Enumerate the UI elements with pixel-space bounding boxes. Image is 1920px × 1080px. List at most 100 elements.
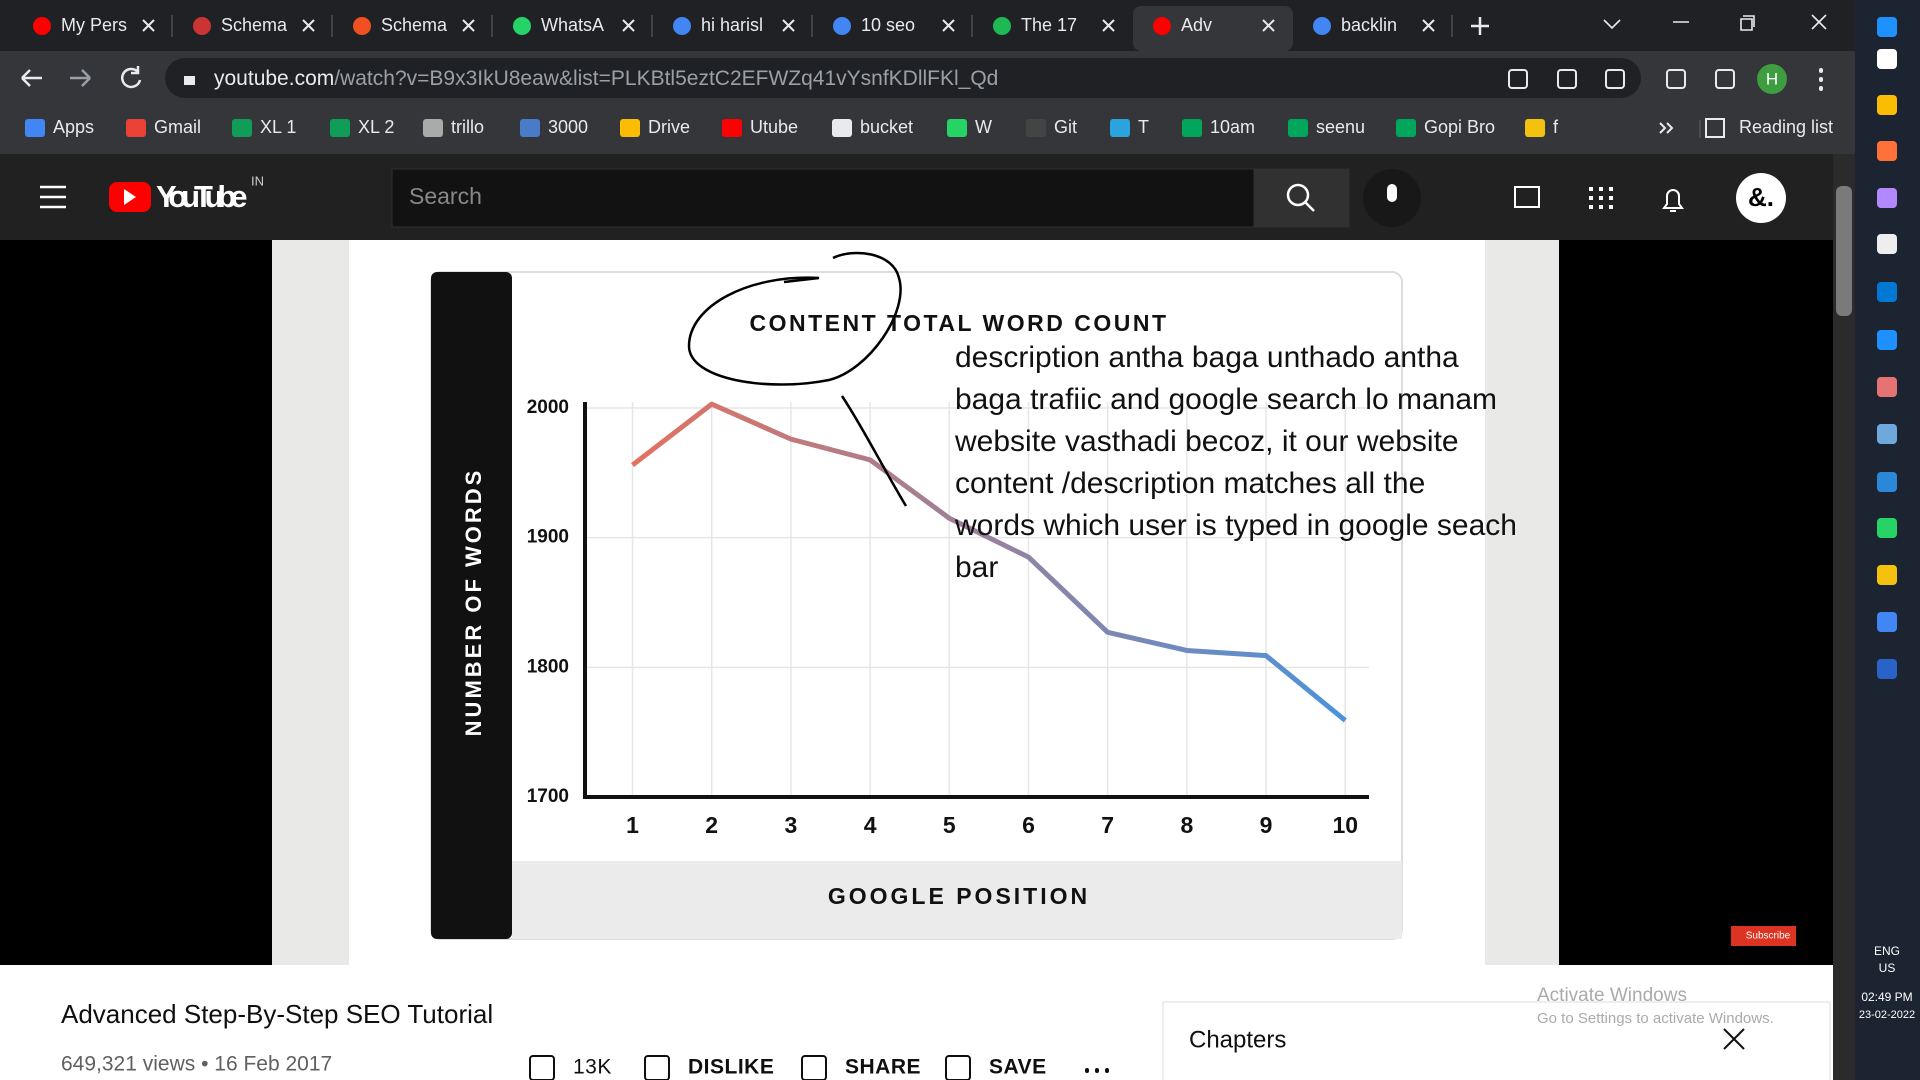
- taskbar: [1855, 0, 1920, 1080]
- more-actions[interactable]: [1085, 1068, 1109, 1073]
- url[interactable]: youtube.com/watch?v=B9x3IkU8eaw&list=PLK…: [214, 67, 998, 90]
- bookmark[interactable]: Git: [1054, 117, 1077, 137]
- taskbar-icon[interactable]: [1877, 17, 1897, 37]
- action-label[interactable]: SHARE: [845, 1056, 921, 1079]
- tab-title[interactable]: Schema: [381, 15, 448, 35]
- avatar[interactable]: [1736, 173, 1786, 223]
- action-icon: [644, 1055, 670, 1080]
- taskbar-icon[interactable]: [1877, 95, 1897, 115]
- bookmark[interactable]: Drive: [648, 117, 690, 137]
- taskbar-icon[interactable]: [1877, 49, 1897, 69]
- annotation-line: description antha baga unthado antha: [955, 341, 1459, 374]
- taskbar-icon[interactable]: [1877, 282, 1897, 302]
- forward-button[interactable]: [70, 69, 91, 87]
- bookmark[interactable]: Apps: [53, 117, 94, 137]
- action-label[interactable]: DISLIKE: [688, 1056, 774, 1079]
- taskbar-language: ENG: [1874, 944, 1900, 958]
- bookmark[interactable]: Gopi Bro: [1424, 117, 1495, 137]
- taskbar-icon[interactable]: [1877, 472, 1897, 492]
- action-label[interactable]: 13K: [573, 1056, 612, 1079]
- scrollbar[interactable]: [1833, 154, 1855, 1080]
- bookmark[interactable]: trillo: [451, 117, 484, 137]
- tab-title[interactable]: Adv: [1181, 15, 1212, 35]
- taskbar-icon[interactable]: [1877, 330, 1897, 350]
- bookmark[interactable]: W: [975, 117, 992, 137]
- video-meta: 649,321 views • 16 Feb 2017: [61, 1053, 332, 1076]
- bookmark[interactable]: bucket: [860, 117, 913, 137]
- apps-button[interactable]: [1589, 187, 1613, 209]
- chapters-panel: [1162, 1001, 1831, 1080]
- taskbar-icon[interactable]: [1877, 659, 1897, 679]
- window-controls[interactable]: [1603, 14, 1827, 31]
- chapters-close[interactable]: [1723, 1028, 1745, 1050]
- toolbar-icon[interactable]: [1508, 69, 1528, 89]
- tab-title[interactable]: backlin: [1341, 15, 1397, 35]
- taskbar-icon[interactable]: [1877, 565, 1897, 585]
- search-button[interactable]: [1253, 168, 1350, 228]
- action-label[interactable]: SAVE: [989, 1056, 1047, 1079]
- bookmark[interactable]: T: [1138, 117, 1149, 137]
- back-button[interactable]: [21, 69, 42, 87]
- x-tick-label: 7: [1101, 812, 1114, 838]
- tab-title[interactable]: WhatsA: [541, 15, 604, 35]
- tab-close[interactable]: [1262, 19, 1275, 32]
- subscribe-text[interactable]: Subscribe: [1746, 931, 1791, 942]
- profile-button[interactable]: [1757, 64, 1787, 94]
- tab-close[interactable]: [302, 19, 315, 32]
- bookmark-overflow[interactable]: [1659, 122, 1674, 134]
- taskbar-icon[interactable]: [1877, 377, 1897, 397]
- y-tick-label: 1800: [527, 656, 569, 677]
- tab-title[interactable]: My Pers: [61, 15, 127, 35]
- tab-close[interactable]: [622, 19, 635, 32]
- taskbar-icon[interactable]: [1877, 234, 1897, 254]
- scrollbar-thumb[interactable]: [1836, 186, 1852, 316]
- tab-close[interactable]: [142, 19, 155, 32]
- tab-close[interactable]: [1102, 19, 1115, 32]
- omnibox[interactable]: [165, 58, 1641, 98]
- bookmark[interactable]: 3000: [548, 117, 588, 137]
- bookmark[interactable]: 10am: [1210, 117, 1255, 137]
- yt-logo-text[interactable]: YouTube: [156, 179, 249, 214]
- bookmark[interactable]: Gmail: [154, 117, 201, 137]
- y-tick-label: 1900: [527, 527, 569, 548]
- taskbar-icon[interactable]: [1877, 141, 1897, 161]
- create-button[interactable]: [1514, 186, 1540, 208]
- data-line: [630, 401, 1347, 723]
- y-tick-label: 1700: [527, 786, 569, 807]
- tab-title[interactable]: 10 seo: [861, 15, 915, 35]
- bookmark[interactable]: seenu: [1316, 117, 1365, 137]
- tab-title[interactable]: The 17: [1021, 15, 1077, 35]
- active-tab: [1133, 6, 1293, 51]
- tab-title[interactable]: Schema: [221, 15, 288, 35]
- bookmark[interactable]: f: [1553, 117, 1559, 137]
- menu-button[interactable]: [40, 185, 66, 209]
- taskbar-icon[interactable]: [1877, 424, 1897, 444]
- taskbar-icon[interactable]: [1877, 612, 1897, 632]
- watermark-sub: Go to Settings to activate Windows.: [1537, 1010, 1774, 1027]
- tab-close[interactable]: [942, 19, 955, 32]
- taskbar-icon[interactable]: [1877, 518, 1897, 538]
- bookmark-icon: [1182, 119, 1202, 137]
- watermark-title: Activate Windows: [1537, 985, 1687, 1006]
- lock-icon: [184, 76, 195, 85]
- bookmark[interactable]: XL 1: [260, 117, 296, 137]
- new-tab[interactable]: [1471, 17, 1489, 35]
- toolbar-icon[interactable]: [1666, 69, 1686, 89]
- toolbar-icon[interactable]: [1605, 69, 1625, 89]
- bookmark[interactable]: XL 2: [358, 117, 394, 137]
- tab-close[interactable]: [782, 19, 795, 32]
- x-tick-label: 9: [1260, 812, 1273, 838]
- notifications-button[interactable]: [1662, 189, 1684, 212]
- toolbar-icon[interactable]: [1557, 69, 1577, 89]
- reload-button[interactable]: [120, 66, 142, 89]
- taskbar-icon[interactable]: [1877, 188, 1897, 208]
- tab-title[interactable]: hi harisl: [701, 15, 763, 35]
- bookmark[interactable]: Utube: [750, 117, 798, 137]
- tab-close[interactable]: [1422, 19, 1435, 32]
- profile-initial: H: [1766, 69, 1778, 88]
- subscribe-badge[interactable]: [1731, 926, 1796, 946]
- toolbar-icon[interactable]: [1715, 69, 1735, 89]
- tab-close[interactable]: [462, 19, 475, 32]
- search-box[interactable]: [391, 168, 1255, 228]
- reading-list[interactable]: Reading list: [1739, 117, 1833, 137]
